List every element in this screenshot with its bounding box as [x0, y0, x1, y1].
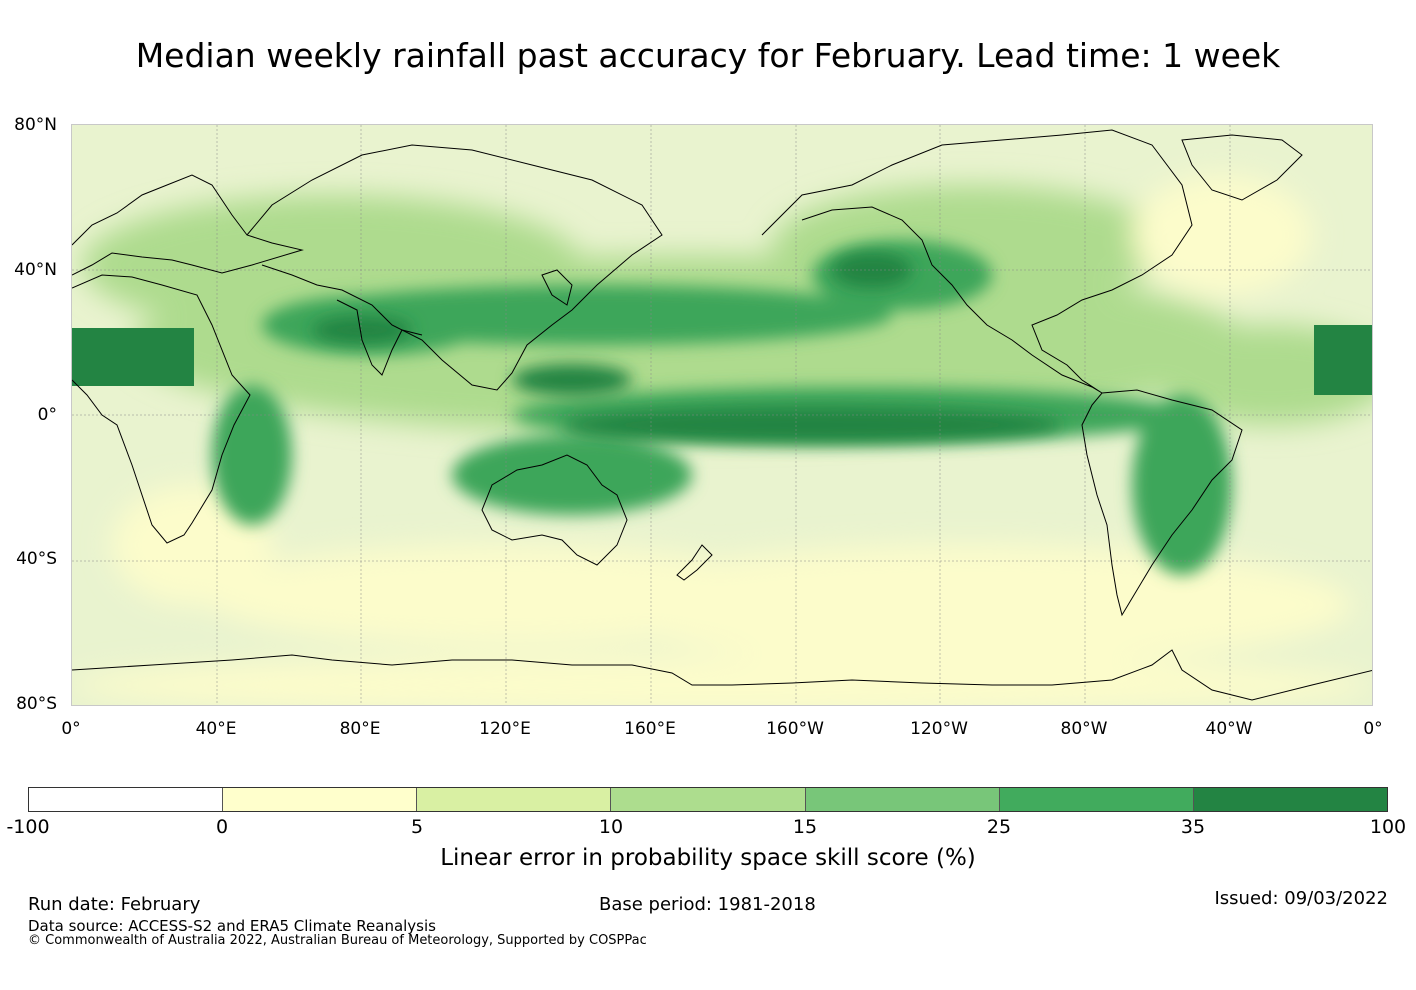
colorbar-segment-4 — [804, 788, 999, 811]
coastlines — [72, 129, 1372, 701]
chart-title: Median weekly rainfall past accuracy for… — [135, 36, 1281, 75]
lon-label-80e: 80°E — [339, 719, 381, 739]
colorbar-segment-5 — [998, 788, 1193, 811]
coastline-new-zealand — [676, 544, 713, 581]
lon-label-120e: 120°E — [479, 719, 531, 739]
lat-label-40s: 40°S — [16, 549, 57, 569]
lon-label-120w: 120°W — [910, 719, 968, 739]
colorbar-segment-0 — [29, 788, 223, 811]
colorbar-tick: 5 — [410, 816, 424, 838]
coastline-europe — [72, 174, 304, 276]
lon-label-0-east: 0° — [1363, 719, 1383, 739]
coastline-asia — [246, 144, 663, 391]
colorbar-tick: 0 — [215, 816, 229, 838]
coastline-africa — [72, 274, 251, 544]
colorbar-tick: 25 — [986, 816, 1012, 838]
coastline-india — [336, 299, 423, 376]
colorbar-segment-2 — [416, 788, 611, 811]
lat-label-equator: 0° — [37, 405, 57, 425]
coastline-north-america — [761, 129, 1193, 394]
colorbar-tick: 100 — [1369, 816, 1407, 838]
colorbar-segment-6 — [1192, 788, 1387, 811]
data-source: Data source: ACCESS-S2 and ERA5 Climate … — [28, 917, 436, 935]
issued-date: Issued: 09/03/2022 — [1214, 888, 1388, 909]
map-panel — [71, 124, 1373, 706]
lon-label-160w: 160°W — [766, 719, 824, 739]
base-period: Base period: 1981-2018 — [599, 894, 816, 915]
coastline-australia — [481, 454, 628, 566]
skill-score-field — [72, 175, 1372, 705]
colorbar-tick: 35 — [1180, 816, 1206, 838]
lon-label-40w: 40°W — [1205, 719, 1253, 739]
lon-label-160e: 160°E — [624, 719, 676, 739]
colorbar-tick: -100 — [6, 816, 50, 838]
coastline-antarctica — [72, 649, 1372, 701]
colorbar — [28, 787, 1388, 812]
colorbar-segment-1 — [222, 788, 417, 811]
lon-label-80w: 80°W — [1060, 719, 1108, 739]
lat-label-80n: 80°N — [14, 115, 57, 135]
colorbar-tick: 15 — [792, 816, 818, 838]
coastline-south-america — [1081, 389, 1243, 617]
copyright: © Commonwealth of Australia 2022, Austra… — [28, 933, 647, 948]
lon-label-40e: 40°E — [195, 719, 237, 739]
coastline-greenland — [1181, 134, 1303, 201]
colorbar-segment-3 — [610, 788, 805, 811]
lon-label-0: 0° — [61, 719, 81, 739]
run-date: Run date: February — [28, 894, 201, 915]
skill-score-map — [72, 125, 1372, 705]
lat-label-80s: 80°S — [16, 694, 57, 714]
graticule — [72, 125, 1372, 705]
colorbar-tick: 10 — [598, 816, 624, 838]
colorbar-label: Linear error in probability space skill … — [440, 845, 976, 871]
lat-label-40n: 40°N — [14, 260, 57, 280]
coastline-japan — [541, 269, 573, 306]
